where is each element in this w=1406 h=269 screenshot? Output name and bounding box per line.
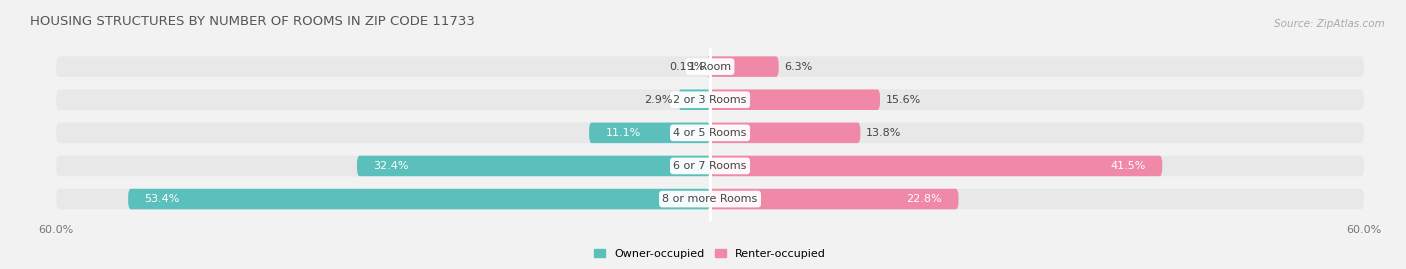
Text: HOUSING STRUCTURES BY NUMBER OF ROOMS IN ZIP CODE 11733: HOUSING STRUCTURES BY NUMBER OF ROOMS IN… xyxy=(30,15,475,28)
Text: 53.4%: 53.4% xyxy=(145,194,180,204)
Text: 0.19%: 0.19% xyxy=(669,62,704,72)
Text: 6 or 7 Rooms: 6 or 7 Rooms xyxy=(673,161,747,171)
Text: 41.5%: 41.5% xyxy=(1111,161,1146,171)
Text: 6.3%: 6.3% xyxy=(785,62,813,72)
FancyBboxPatch shape xyxy=(56,156,1364,176)
Text: 32.4%: 32.4% xyxy=(374,161,409,171)
FancyBboxPatch shape xyxy=(679,90,710,110)
FancyBboxPatch shape xyxy=(357,156,710,176)
Text: 1 Room: 1 Room xyxy=(689,62,731,72)
FancyBboxPatch shape xyxy=(710,189,959,209)
Text: 2 or 3 Rooms: 2 or 3 Rooms xyxy=(673,95,747,105)
Text: 13.8%: 13.8% xyxy=(866,128,901,138)
Text: 15.6%: 15.6% xyxy=(886,95,921,105)
Text: 2.9%: 2.9% xyxy=(644,95,673,105)
Text: 8 or more Rooms: 8 or more Rooms xyxy=(662,194,758,204)
Text: 11.1%: 11.1% xyxy=(606,128,641,138)
FancyBboxPatch shape xyxy=(710,90,880,110)
FancyBboxPatch shape xyxy=(710,156,1163,176)
FancyBboxPatch shape xyxy=(710,123,860,143)
Legend: Owner-occupied, Renter-occupied: Owner-occupied, Renter-occupied xyxy=(589,244,831,263)
FancyBboxPatch shape xyxy=(710,56,779,77)
FancyBboxPatch shape xyxy=(56,123,1364,143)
FancyBboxPatch shape xyxy=(128,189,710,209)
FancyBboxPatch shape xyxy=(589,123,710,143)
FancyBboxPatch shape xyxy=(56,90,1364,110)
Text: Source: ZipAtlas.com: Source: ZipAtlas.com xyxy=(1274,19,1385,29)
Text: 22.8%: 22.8% xyxy=(907,194,942,204)
FancyBboxPatch shape xyxy=(707,56,710,77)
FancyBboxPatch shape xyxy=(56,189,1364,209)
Text: 4 or 5 Rooms: 4 or 5 Rooms xyxy=(673,128,747,138)
FancyBboxPatch shape xyxy=(56,56,1364,77)
